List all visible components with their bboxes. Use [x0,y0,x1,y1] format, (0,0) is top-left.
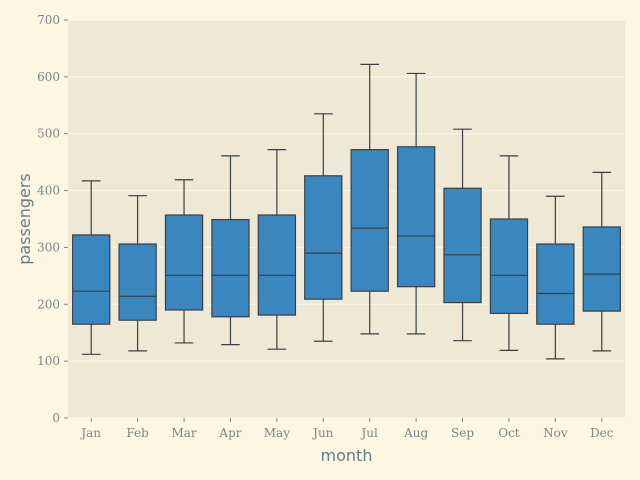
y-axis-label: passengers [15,173,34,265]
iqr-box [164,214,204,311]
iqr-box [72,234,111,325]
y-tick-label: 300 [37,240,60,254]
box-jun [304,113,343,342]
x-tick-label: Jun [311,426,334,440]
x-axis: Jan Feb Mar Apr May Jun Jul Aug Sep Oct Nov Dec [79,418,614,440]
y-tick-label: 600 [37,70,60,84]
x-tick-label: Nov [543,426,568,440]
x-axis-label: month [321,446,373,465]
iqr-box [443,187,482,304]
box-feb [118,195,157,352]
iqr-box [118,243,157,321]
x-tick-label: Jul [360,426,379,440]
box-jan [72,180,111,355]
box-series [72,63,621,360]
iqr-box [489,218,529,314]
y-tick-label: 100 [37,354,60,368]
x-tick-label: May [264,426,290,440]
x-tick-label: Apr [218,426,241,440]
x-tick-label: Aug [403,426,428,440]
iqr-box [536,243,575,325]
grid-lines [68,19,625,419]
x-tick-label: Dec [590,426,614,440]
y-tick-label: 700 [37,13,60,27]
iqr-box [211,218,250,318]
iqr-box [304,175,343,300]
box-mar [164,179,204,344]
x-tick-label: Jan [79,426,101,440]
y-tick-label: 200 [37,297,60,311]
box-oct [489,155,529,351]
x-tick-label: Sep [451,426,474,440]
box-may [257,149,297,350]
box-jul [350,63,389,335]
box-apr [211,155,250,346]
y-tick-label: 500 [37,127,60,141]
x-tick-label: Oct [498,426,520,440]
x-tick-label: Feb [126,426,149,440]
x-tick-label: Mar [171,426,196,440]
box-nov [536,195,575,360]
iqr-box [257,214,297,316]
box-sep [443,128,482,342]
y-tick-label: 400 [37,184,60,198]
plot-area [68,20,625,418]
box-dec [582,171,621,352]
iqr-box [582,226,621,312]
y-tick-label: 0 [52,411,60,425]
y-axis: 0 100 200 300 400 500 600 700 [37,13,68,425]
iqr-box [396,146,436,288]
iqr-box [350,149,389,292]
box-aug [396,72,436,335]
